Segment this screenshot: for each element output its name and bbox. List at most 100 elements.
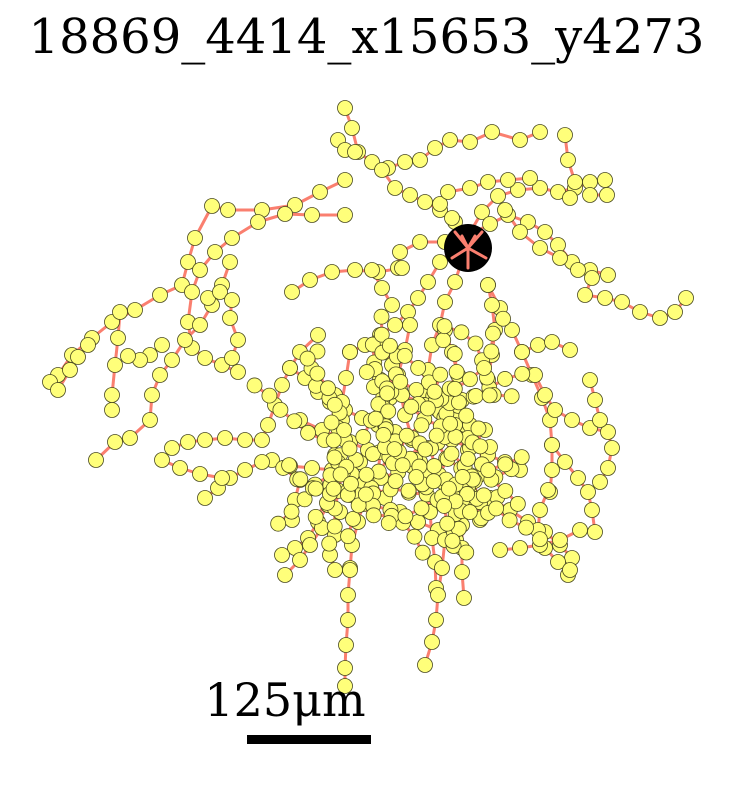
neurite-node (307, 480, 324, 497)
neurite-node (342, 562, 358, 578)
neurite-node (442, 132, 458, 148)
neurite-node (430, 587, 446, 603)
neurite-node (470, 420, 487, 437)
neurite-node (214, 470, 230, 486)
neurite-node (325, 480, 342, 497)
neurite-node (454, 564, 470, 580)
neurite-node (217, 430, 233, 446)
neurite-node (104, 387, 120, 403)
neurite-node (512, 132, 528, 148)
neurite-node (340, 587, 356, 603)
neurite-node (667, 304, 683, 320)
neurite-node (403, 398, 420, 415)
neurite-node (514, 365, 531, 382)
scale-bar-label: 125μm (204, 673, 366, 727)
neurite-node (283, 503, 300, 520)
neurite-node (336, 422, 352, 439)
neurite-node (357, 486, 374, 503)
neurite-node (447, 274, 463, 290)
neurite-node (107, 434, 123, 450)
neurite-node (332, 466, 349, 483)
neurite-node (337, 207, 353, 223)
neurite-node (197, 350, 213, 366)
neurite-node (224, 350, 240, 366)
neurite-node (557, 127, 573, 143)
neurite-node (567, 174, 583, 190)
neurite-node (397, 154, 413, 170)
neurite-node (337, 678, 353, 694)
neurite-node (254, 454, 270, 470)
neurite-branch (283, 526, 324, 577)
neurite-node (296, 491, 313, 508)
neurite-node (587, 524, 603, 540)
neurite-node (340, 528, 356, 545)
neurite-node (358, 364, 375, 380)
neurite-node (120, 348, 136, 364)
neurite-node (373, 326, 390, 343)
neurite-node (337, 100, 353, 116)
neurite-node (427, 140, 443, 156)
neurite-node (436, 318, 453, 335)
neurite-node (436, 498, 453, 514)
neurite-node (459, 486, 476, 502)
neurite-node (152, 367, 168, 383)
neurite-node (584, 502, 600, 518)
neurite-node (325, 432, 342, 449)
neurite-node (592, 474, 608, 490)
neurite-node (419, 400, 436, 417)
neurite-node (172, 460, 188, 476)
neurite-node (597, 172, 613, 188)
neurite-node (302, 272, 318, 288)
neurite-node (432, 366, 449, 383)
neurite-node (474, 204, 490, 220)
neurite-node (347, 262, 363, 278)
neurite-node (274, 377, 290, 393)
neurite-node (386, 441, 403, 458)
neurite-node (480, 462, 497, 479)
neurite-node (472, 438, 489, 455)
neurite-node (80, 337, 96, 353)
neurite-node (443, 445, 460, 462)
neurite-node (570, 262, 586, 278)
neurite-node (400, 304, 416, 320)
neurite-node (476, 360, 492, 376)
neurite-node (62, 362, 78, 378)
neurite-node (88, 452, 104, 468)
neurite-node (380, 403, 397, 420)
neurite-node (560, 152, 576, 168)
neurite-node (410, 360, 427, 376)
neurite-node (458, 407, 475, 424)
neurite-node (432, 196, 448, 212)
neurite-node (152, 287, 168, 303)
neurite-node (532, 240, 548, 256)
neurite-node (530, 337, 546, 353)
neurite-node (355, 429, 372, 445)
neurite-node (562, 342, 578, 358)
neurite-node (192, 466, 208, 482)
neurite-node (504, 322, 520, 338)
neurite-node (164, 440, 180, 456)
neurite-node (104, 402, 120, 418)
neurite-node (326, 518, 343, 535)
neurite-node (321, 535, 338, 552)
neurite-node (340, 612, 356, 628)
neurite-node (112, 304, 128, 320)
neurite-node (374, 162, 390, 178)
neurite-node (458, 544, 475, 561)
neurite-node (374, 280, 390, 296)
neurite-node (392, 373, 409, 390)
neurite-node (532, 124, 548, 140)
neurite-node (492, 542, 508, 558)
neurite-node (509, 495, 526, 512)
neurite-node (379, 385, 396, 402)
figure-title: 18869_4414_x15653_y4273 (28, 9, 705, 65)
neurite-node (564, 412, 580, 428)
neurite-node (192, 317, 208, 333)
neurite-node (292, 471, 309, 488)
neurite-node (500, 172, 516, 188)
neurite-node (127, 302, 143, 318)
neurite-node (544, 462, 560, 478)
neurite-node (485, 325, 501, 342)
neurite-node (212, 284, 228, 300)
neurite-node (164, 352, 180, 368)
